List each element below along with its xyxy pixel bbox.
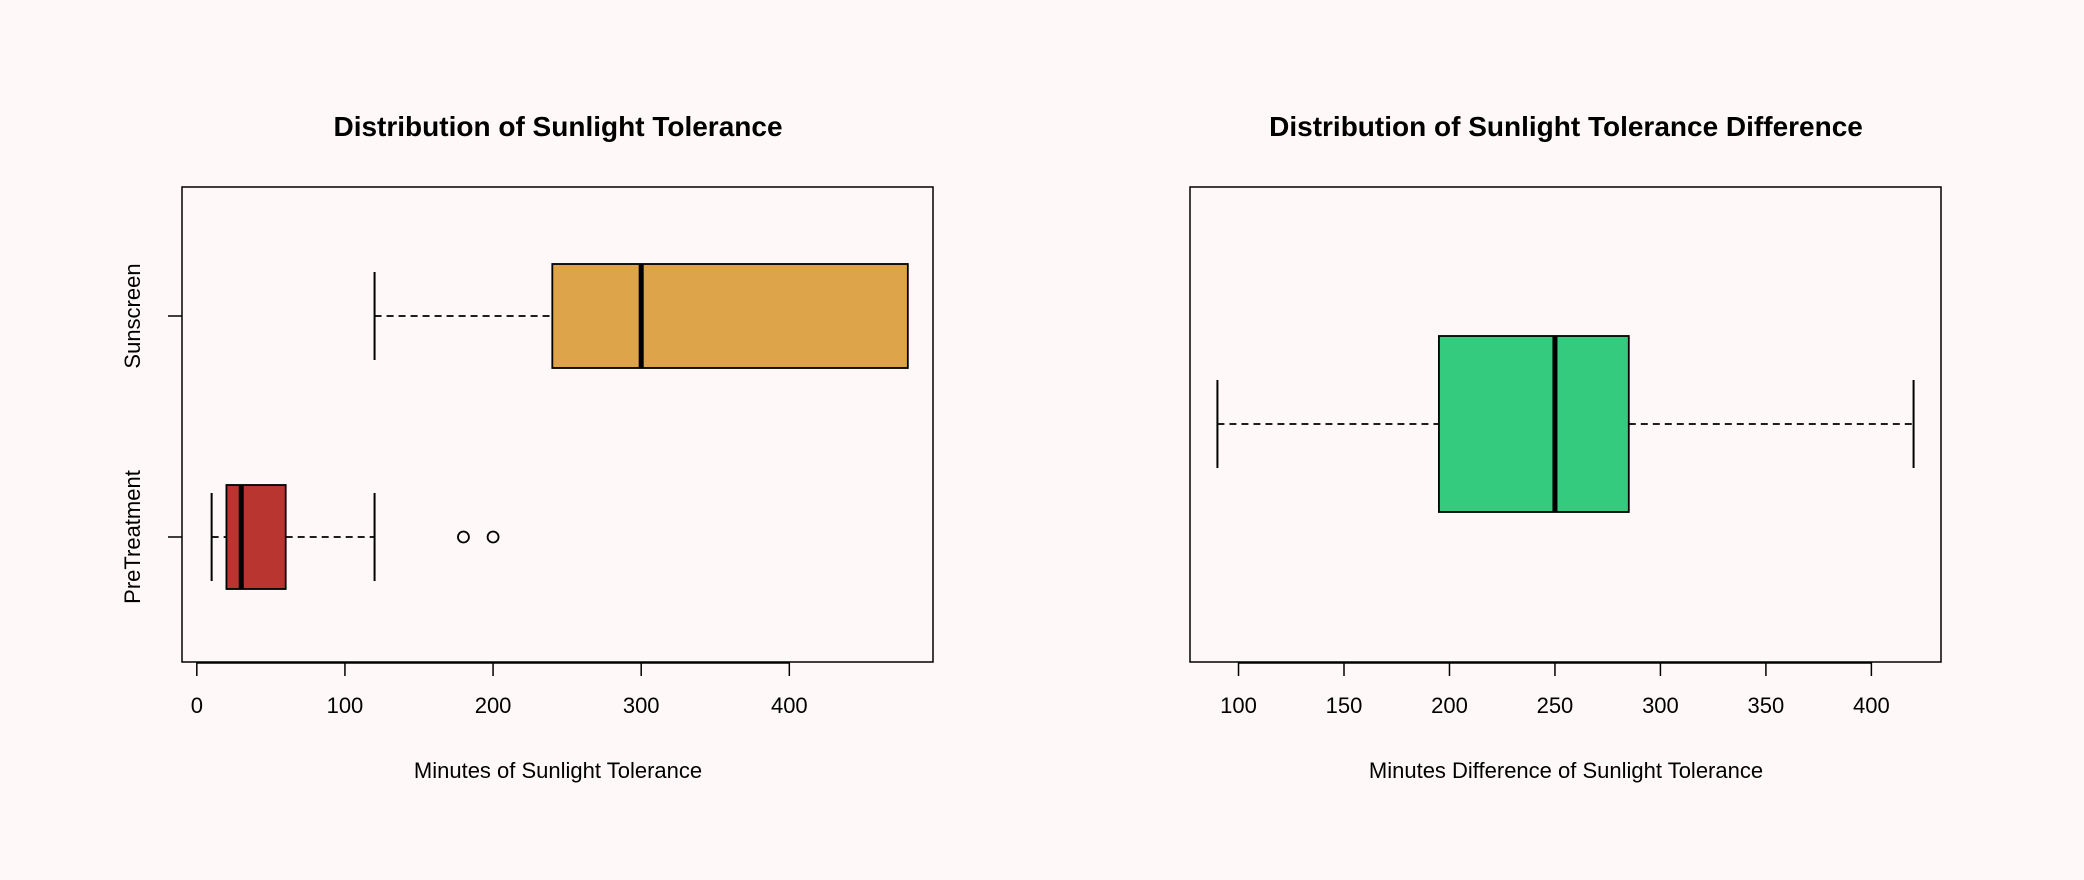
x-tick-label: 400 bbox=[771, 693, 808, 718]
x-tick-label: 100 bbox=[327, 693, 364, 718]
plot-frame bbox=[181, 186, 934, 663]
x-tick-label: 400 bbox=[1853, 693, 1890, 718]
y-tick-label: PreTreatment bbox=[120, 470, 145, 604]
x-tick-label: 350 bbox=[1748, 693, 1785, 718]
x-axis-label: Minutes Difference of Sunlight Tolerance bbox=[1369, 758, 1763, 783]
y-tick-label: Sunscreen bbox=[120, 263, 145, 368]
plot-frame bbox=[1189, 186, 1942, 663]
boxplot-panel-tolerance-difference: Distribution of Sunlight Tolerance Diffe… bbox=[1189, 111, 1942, 783]
box-iqr bbox=[225, 484, 287, 590]
boxplot-marks: 0 100 200 300 400 PreTreatment Sunscreen bbox=[120, 263, 909, 718]
x-tick-label: 250 bbox=[1537, 693, 1574, 718]
x-tick-label: 0 bbox=[191, 693, 203, 718]
boxplot-panel-sunlight-tolerance: Distribution of Sunlight Tolerance Minut… bbox=[120, 111, 934, 783]
box-iqr bbox=[551, 263, 909, 369]
x-tick-label: 300 bbox=[1642, 693, 1679, 718]
outlier-point bbox=[457, 530, 470, 544]
chart-title: Distribution of Sunlight Tolerance bbox=[333, 111, 782, 142]
x-axis-label: Minutes of Sunlight Tolerance bbox=[414, 758, 702, 783]
x-tick-label: 200 bbox=[475, 693, 512, 718]
boxplot-marks: 100 150 200 250 300 350 400 bbox=[1216, 335, 1915, 718]
chart-title: Distribution of Sunlight Tolerance Diffe… bbox=[1269, 111, 1863, 142]
x-tick-label: 300 bbox=[623, 693, 660, 718]
x-tick-label: 100 bbox=[1220, 693, 1257, 718]
x-tick-label: 150 bbox=[1326, 693, 1363, 718]
x-tick-label: 200 bbox=[1431, 693, 1468, 718]
outlier-point bbox=[486, 530, 500, 544]
box-iqr bbox=[1438, 335, 1630, 513]
